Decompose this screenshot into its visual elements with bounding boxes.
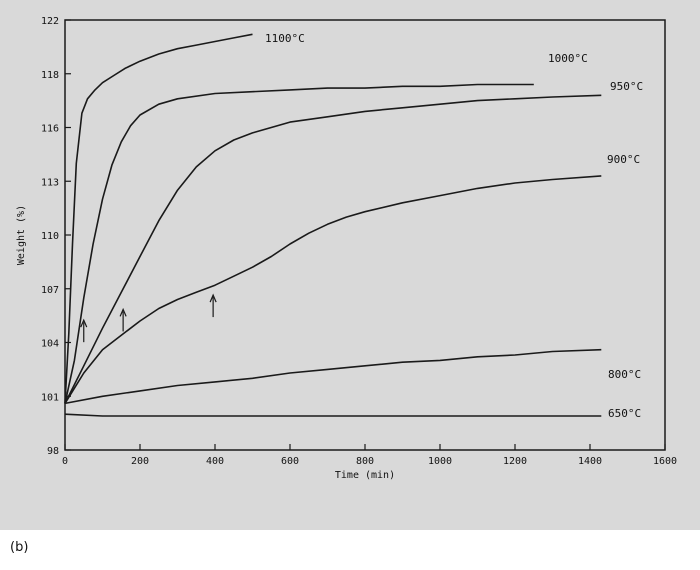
series-line xyxy=(64,94,602,404)
y-tick-label: 122 xyxy=(41,16,59,27)
x-tick-label: 200 xyxy=(131,456,149,467)
y-tick-label: 104 xyxy=(41,339,59,350)
series-line xyxy=(64,175,602,404)
x-tick-label: 1600 xyxy=(653,456,677,467)
x-tick-label: 1400 xyxy=(578,456,602,467)
y-tick-label: 118 xyxy=(41,70,59,81)
x-tick-label: 400 xyxy=(206,456,224,467)
x-tick-label: 600 xyxy=(281,456,299,467)
series-line xyxy=(64,33,253,404)
x-tick-label: 1000 xyxy=(428,456,452,467)
series-line xyxy=(64,83,534,404)
series-label: 1100°C xyxy=(265,32,305,45)
series-label: 800°C xyxy=(608,368,641,381)
panel-label: (b) xyxy=(10,540,29,555)
arrow-head xyxy=(80,318,88,328)
x-tick-label: 1200 xyxy=(503,456,527,467)
y-tick-label: 101 xyxy=(41,392,59,403)
series-label: 650°C xyxy=(608,407,641,420)
chart-figure: 0 200 400 600 800 1000 1200 1400 1600 98 101 104 107… xyxy=(0,0,700,530)
series-label: 900°C xyxy=(607,153,640,166)
x-tick-label: 0 xyxy=(62,456,68,467)
y-axis-label: Weight (%) xyxy=(16,205,27,265)
y-tick-label: 113 xyxy=(41,177,59,188)
series-line xyxy=(64,348,602,405)
chart-plot: 0 200 400 600 800 1000 1200 1400 1600 98 101 104 107… xyxy=(16,16,677,481)
x-tick-label: 800 xyxy=(356,456,374,467)
y-tick-label: 116 xyxy=(41,124,59,135)
plot-frame xyxy=(64,19,666,451)
arrow-head xyxy=(119,307,127,317)
series-label: 1000°C xyxy=(548,52,588,65)
y-tick-label: 107 xyxy=(41,285,59,296)
series-line xyxy=(64,413,602,417)
arrow-head xyxy=(209,293,217,303)
y-tick-label: 98 xyxy=(47,446,59,457)
x-axis-label: Time (min) xyxy=(335,470,395,481)
series-label: 950°C xyxy=(610,80,643,93)
y-tick-label: 110 xyxy=(41,231,59,242)
